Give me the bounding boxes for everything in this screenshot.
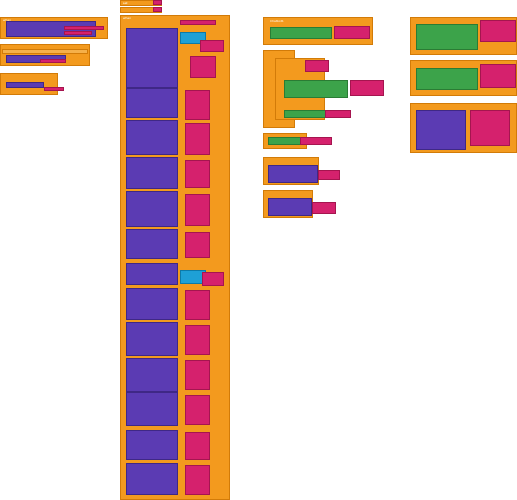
text-block-12[interactable] — [318, 170, 340, 180]
text-block-14[interactable] — [480, 20, 516, 42]
logic-block-1[interactable] — [270, 27, 332, 39]
main-component-8[interactable] — [126, 288, 178, 320]
text-block-13[interactable] — [312, 202, 336, 214]
logic-block-2[interactable] — [284, 80, 348, 98]
main-math-1[interactable] — [180, 32, 206, 44]
main-component-12[interactable] — [126, 430, 178, 460]
component-block-6[interactable] — [416, 110, 466, 150]
component-block-4[interactable] — [268, 165, 318, 183]
main-component-7[interactable] — [126, 263, 178, 285]
text-block-16[interactable] — [470, 110, 510, 146]
main-component-10[interactable] — [126, 358, 178, 392]
main-component-1[interactable] — [126, 28, 178, 88]
main-text-2[interactable] — [200, 40, 224, 52]
main-when-label: when — [123, 16, 132, 20]
main-text-4[interactable] — [185, 90, 210, 120]
component-block-5[interactable] — [268, 198, 312, 216]
component-block-3[interactable] — [6, 82, 44, 88]
text-block-4[interactable] — [64, 31, 92, 35]
main-text-10[interactable] — [185, 290, 210, 320]
text-block-2[interactable] — [153, 7, 162, 12]
main-component-5[interactable] — [126, 191, 178, 227]
small-caption: Chatbot1 — [270, 19, 284, 23]
event-when-label: when — [3, 18, 12, 22]
main-text-6[interactable] — [185, 160, 210, 188]
param-bar — [2, 49, 88, 54]
main-text-5[interactable] — [185, 123, 210, 155]
text-block-6[interactable] — [44, 87, 64, 91]
text-block-7[interactable] — [334, 26, 370, 39]
text-block-11[interactable] — [300, 137, 332, 145]
main-text-14[interactable] — [185, 432, 210, 460]
logic-block-5[interactable] — [416, 24, 478, 50]
main-text-8[interactable] — [185, 232, 210, 258]
main-text-7[interactable] — [185, 194, 210, 226]
text-block-3[interactable] — [64, 26, 104, 30]
text-block-15[interactable] — [480, 64, 516, 88]
main-component-3[interactable] — [126, 120, 178, 155]
text-block-1[interactable] — [153, 0, 162, 5]
main-text-11[interactable] — [185, 325, 210, 355]
main-component-13[interactable] — [126, 463, 178, 495]
logic-block-6[interactable] — [416, 68, 478, 90]
main-text-9[interactable] — [202, 272, 224, 286]
main-text-1[interactable] — [180, 20, 216, 25]
text-block-8[interactable] — [350, 80, 384, 96]
main-text-13[interactable] — [185, 395, 210, 425]
text-block-9[interactable] — [305, 60, 329, 72]
main-component-6[interactable] — [126, 229, 178, 259]
main-component-4[interactable] — [126, 157, 178, 189]
main-text-15[interactable] — [185, 465, 210, 495]
main-component-9[interactable] — [126, 322, 178, 356]
text-block-5[interactable] — [40, 59, 66, 63]
main-text-3[interactable] — [190, 56, 216, 78]
main-component-11[interactable] — [126, 392, 178, 426]
text-block-10[interactable] — [325, 110, 351, 118]
global-var-label: set — [123, 1, 128, 5]
main-component-2[interactable] — [126, 88, 178, 118]
main-text-12[interactable] — [185, 360, 210, 390]
